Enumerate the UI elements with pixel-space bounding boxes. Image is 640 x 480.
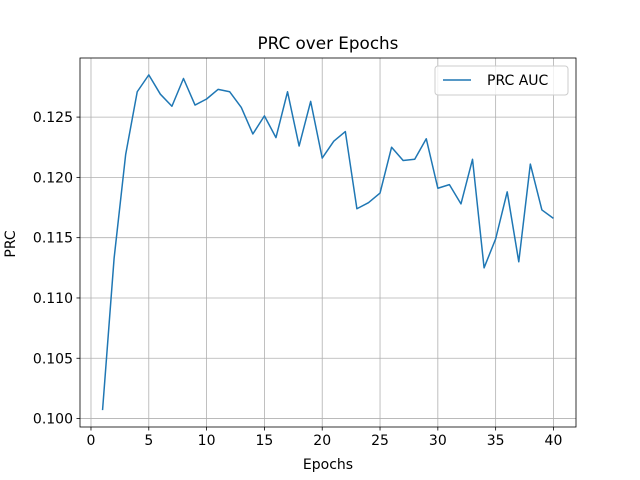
y-axis-label: PRC — [3, 230, 19, 257]
plot-frame — [79, 57, 577, 428]
legend-box — [434, 65, 569, 96]
y-tick-label: 0.120 — [33, 170, 73, 186]
legend-label-prc-auc: PRC AUC — [487, 73, 549, 89]
x-tick-label: 10 — [198, 433, 216, 449]
x-axis-label: Epochs — [303, 457, 353, 473]
y-tick-label: 0.105 — [33, 351, 73, 367]
x-tick-label: 35 — [487, 433, 505, 449]
x-tick-label: 25 — [371, 433, 389, 449]
series-layer — [101, 74, 554, 411]
x-axis-ticks: 0 5 10 15 20 25 30 35 40 — [87, 427, 563, 449]
x-tick-label: 5 — [144, 433, 153, 449]
y-axis-ticks: 0.100 0.105 0.110 0.115 0.120 0.125 — [33, 110, 80, 428]
y-tick-label: 0.100 — [33, 412, 73, 428]
x-tick-label: 20 — [313, 433, 331, 449]
x-tick-label: 40 — [545, 433, 563, 449]
x-tick-label: 15 — [255, 433, 273, 449]
y-tick-label: 0.110 — [33, 291, 73, 307]
x-tick-label: 0 — [87, 433, 96, 449]
chart-title: PRC over Epochs — [258, 33, 399, 53]
x-tick-label: 30 — [429, 433, 447, 449]
y-tick-label: 0.115 — [33, 231, 73, 247]
series-line-prc-auc — [101, 74, 554, 411]
grid-lines — [80, 58, 576, 427]
legend: PRC AUC — [434, 65, 569, 96]
y-tick-label: 0.125 — [33, 110, 73, 126]
